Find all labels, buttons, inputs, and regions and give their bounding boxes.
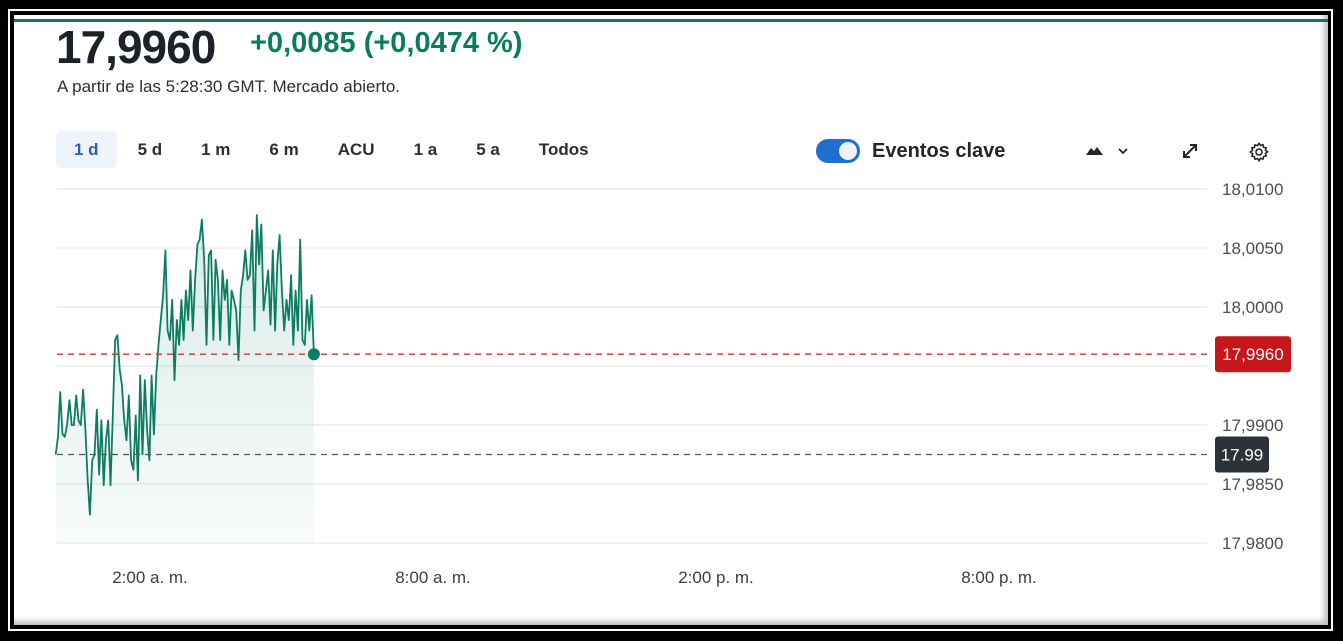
- settings-button[interactable]: [1248, 141, 1270, 168]
- tab-5d[interactable]: 5 d: [137, 140, 163, 159]
- key-events-label: Eventos clave: [872, 140, 1006, 162]
- tab-all[interactable]: Todos: [538, 140, 589, 159]
- range-tabs: 1 d 5 d 1 m 6 m ACU 1 a 5 a Todos: [56, 131, 610, 168]
- y-tick-label: 18,0000: [1222, 298, 1283, 317]
- chart-type-dropdown[interactable]: [1084, 143, 1130, 164]
- current-price: 17,9960: [56, 21, 216, 73]
- mountain-icon: [1086, 147, 1128, 155]
- quote-card: 17,9960 +0,0085 (+0,0474 %) A partir de …: [14, 15, 1328, 625]
- price-change: +0,0085 (+0,0474 %): [250, 27, 523, 59]
- x-tick-label: 8:00 p. m.: [961, 568, 1037, 587]
- x-tick-label: 8:00 a. m.: [395, 568, 471, 587]
- y-tick-label: 17,9800: [1222, 534, 1283, 553]
- accent-line: [14, 19, 1328, 22]
- current-price-label: 17,9960: [1222, 345, 1283, 364]
- previous-close-label-bg: [1215, 436, 1269, 473]
- outer-frame: [8, 9, 1333, 631]
- y-tick-label: 17,9850: [1222, 475, 1283, 494]
- tab-6m[interactable]: 6 m: [269, 140, 299, 159]
- tab-1y[interactable]: 1 a: [413, 140, 438, 159]
- tab-ytd[interactable]: ACU: [337, 140, 375, 159]
- tab-5y[interactable]: 5 a: [476, 140, 500, 159]
- y-tick-label: 18,0100: [1222, 180, 1283, 199]
- gear-icon: [1249, 141, 1270, 163]
- market-status: A partir de las 5:28:30 GMT. Mercado abi…: [57, 77, 401, 96]
- key-events-toggle[interactable]: [816, 139, 860, 163]
- expand-arrows-icon: [1183, 144, 1197, 158]
- current-price-label-bg: [1215, 336, 1291, 373]
- last-point-marker: [307, 348, 320, 361]
- y-tick-label: 18,0050: [1222, 239, 1283, 258]
- tab-1d[interactable]: 1 d: [56, 131, 117, 168]
- previous-close-label: 17.99: [1221, 446, 1264, 465]
- x-tick-label: 2:00 p. m.: [678, 568, 754, 587]
- area-fill: [55, 215, 314, 543]
- x-tick-label: 2:00 a. m.: [112, 568, 188, 587]
- price-line: [54, 214, 315, 516]
- toggle-knob: [839, 142, 857, 160]
- y-tick-label: 17,9900: [1222, 416, 1283, 435]
- tab-1m[interactable]: 1 m: [201, 140, 231, 159]
- expand-button[interactable]: [1180, 141, 1200, 166]
